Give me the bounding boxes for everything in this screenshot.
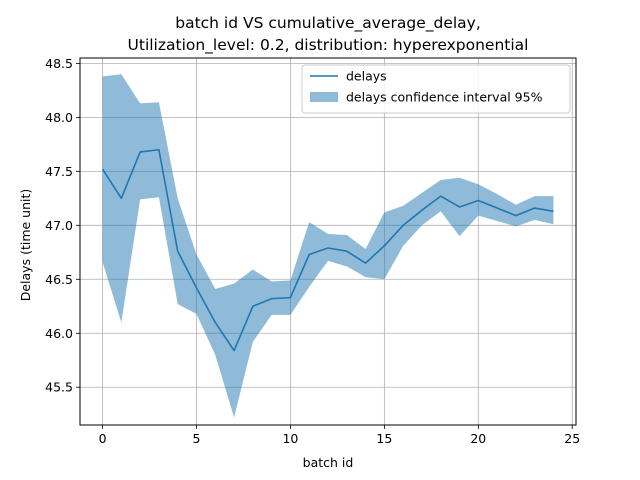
confidence-band-area-0 [102, 74, 554, 418]
x-tick-label-2: 10 [282, 431, 298, 446]
y-axis-ticks: 45.5 46.0 46.5 47.0 47.5 48.0 48.5 [45, 56, 80, 395]
legend-box [301, 64, 571, 114]
legend-label-confidence-interval: delays confidence interval 95% [346, 90, 543, 105]
legend-swatch-confidence-interval [310, 92, 338, 102]
x-tick-label-3: 15 [376, 431, 392, 446]
chart-title-line-2: Utilization_level: 0.2, distribution: hy… [128, 36, 529, 55]
y-tick-label-2: 46.5 [45, 272, 73, 287]
y-tick-label-0: 45.5 [45, 380, 73, 395]
x-tick-label-0: 0 [99, 431, 107, 446]
y-tick-label-5: 48.0 [45, 110, 73, 125]
plot-frame [79, 57, 577, 426]
x-tick-label-4: 20 [470, 431, 486, 446]
x-tick-label-1: 5 [193, 431, 201, 446]
chart-title: batch id VS cumulative_average_delay, Ut… [128, 14, 529, 55]
series-lines [101, 148, 554, 352]
chart-title-line-1: batch id VS cumulative_average_delay, [175, 14, 481, 33]
y-axis-label: Delays (time unit) [18, 189, 33, 302]
confidence-band [102, 74, 554, 418]
y-tick-label-1: 46.0 [45, 326, 73, 341]
legend-label-delays: delays [346, 69, 387, 84]
y-tick-label-4: 47.5 [45, 164, 73, 179]
x-axis-label: batch id [303, 455, 354, 470]
series-line-0 [101, 148, 554, 352]
legend: delays delays confidence interval 95% [301, 64, 571, 114]
x-axis-ticks: 0 5 10 15 20 25 [99, 425, 580, 446]
x-tick-label-5: 25 [564, 431, 580, 446]
y-tick-label-6: 48.5 [45, 56, 73, 71]
y-tick-label-3: 47.0 [45, 218, 73, 233]
